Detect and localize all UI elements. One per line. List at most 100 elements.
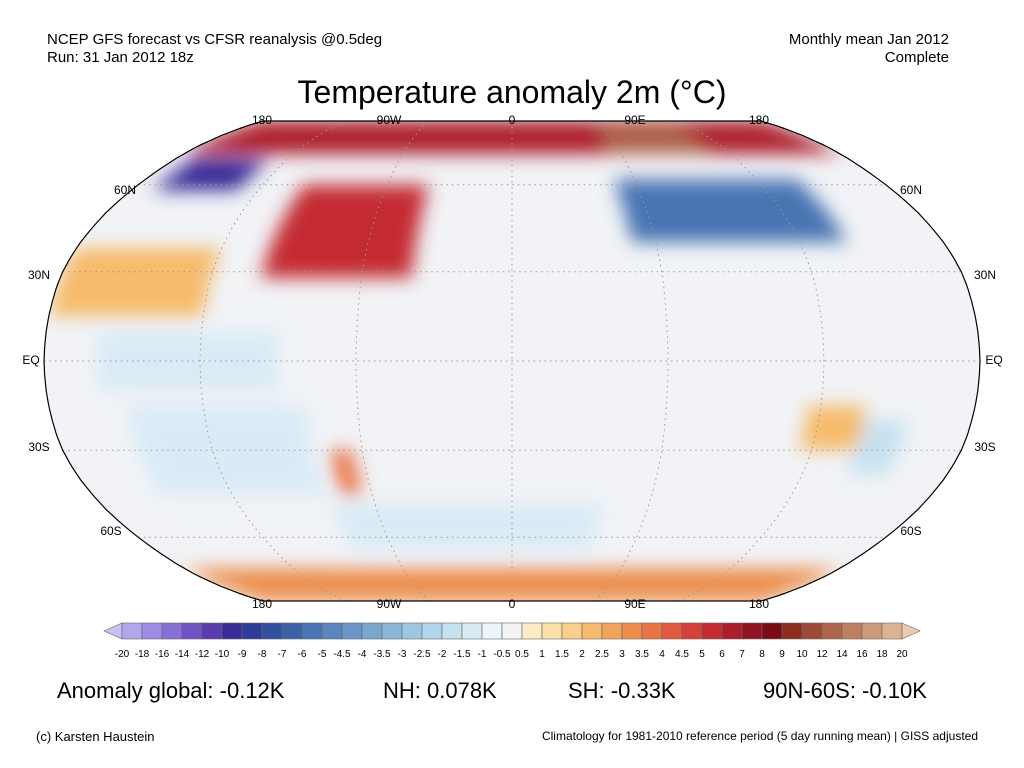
colorbar-tick-label: 8 [759,649,765,660]
stat-nh: NH: 0.078K [383,678,497,703]
colorbar-tick-label: 6 [719,649,725,660]
colorbar-swatch [881,622,903,640]
colorbar-swatch [361,622,383,640]
colorbar-arrow-min [103,622,123,640]
colorbar-swatch [141,622,163,640]
meridian-gridline [199,121,347,601]
colorbar-swatch [721,622,743,640]
colorbar-tick-label: -1.5 [453,649,471,660]
colorbar-swatch [221,622,243,640]
colorbar-tick-label: 16 [856,649,868,660]
colorbar-swatch [581,622,603,640]
colorbar-tick-label: 5 [699,649,705,660]
colorbar-tick-label: 12 [816,649,828,660]
lon-label-top: 180 [749,113,769,127]
colorbar-tick-label: 3.5 [635,649,649,660]
anomaly-region-patagonia-warm [329,450,363,495]
colorbar-tick-label: 2.5 [595,649,609,660]
lat-label-right: 30S [974,440,995,454]
colorbar-tick-label: 0.5 [515,649,529,660]
anomaly-region-south-pacific-cold [125,405,326,495]
colorbar-tick-label: -20 [115,649,130,660]
colorbar-tick-label: 10 [796,649,808,660]
colorbar-swatch [321,622,343,640]
copyright: (c) Karsten Haustein [36,729,155,744]
colorbar-tick-label: -16 [155,649,170,660]
colorbar-tick-label: 4 [659,649,665,660]
colorbar-tick-label: -0.5 [493,649,511,660]
colorbar-tick-label: 4.5 [675,649,689,660]
anomaly-region-alaska-cold [152,158,270,191]
colorbar-swatch [501,622,523,640]
lat-label-right: 30N [974,268,996,282]
colorbar-swatch [821,622,843,640]
stat-global: Anomaly global: -0.12K [57,678,285,703]
colorbar-tick-label: -4 [358,649,367,660]
colorbar-tick-label: -4.5 [333,649,351,660]
colorbar-swatch [801,622,823,640]
map-title: Temperature anomaly 2m (°C) [297,74,727,110]
colorbar-swatch [261,622,283,640]
colorbar-tick-label: -14 [175,649,190,660]
colorbar-swatch [561,622,583,640]
colorbar-swatch [661,622,683,640]
colorbar-tick-label: -1 [478,649,487,660]
colorbar-swatch [701,622,723,640]
colorbar-swatch [481,622,503,640]
anomaly-region-central-asia-cold [613,179,848,242]
anomaly-region-east-australia-cold [845,420,908,475]
colorbar-arrow-max [901,622,921,640]
colorbar-swatch [601,622,623,640]
colorbar-swatch [841,622,863,640]
lon-label-bottom: 90E [624,597,645,611]
colorbar-tick-label: -3.5 [373,649,391,660]
anomaly-region-eastern-north-america-warm [261,184,429,278]
colorbar-swatch [621,622,643,640]
lat-label-right: 60S [900,524,921,538]
colorbar-tick-label: -8 [258,649,267,660]
climatology-note: Climatology for 1981-2010 reference peri… [541,729,978,743]
lat-label-right: 60N [900,183,922,197]
colorbar-swatch [401,622,423,640]
colorbar-swatch [781,622,803,640]
colorbar-tick-label: -9 [238,649,247,660]
colorbar-tick-label: 14 [836,649,848,660]
colorbar-swatch [461,622,483,640]
lat-label-left: 30S [28,440,49,454]
lat-label-right: EQ [985,353,1002,367]
anomaly-region-siberia-warm [595,128,713,154]
colorbar-tick-label: -6 [298,649,307,660]
stat-90n-60s: 90N-60S: -0.10K [763,678,927,703]
colorbar-tick-label: 18 [876,649,888,660]
colorbar-tick-label: 1 [539,649,545,660]
anomaly-region-antarctic-warm [184,568,840,601]
run-timestamp: Run: 31 Jan 2012 18z [47,49,194,66]
lat-label-left: 60S [100,524,121,538]
colorbar-swatch [421,622,443,640]
lon-label-bottom: 180 [252,597,272,611]
period-label: Monthly mean Jan 2012 [788,31,949,48]
globe-outline [43,120,981,602]
lat-label-left: EQ [22,353,39,367]
lat-label-left: 30N [28,268,50,282]
lat-label-left: 60N [114,183,136,197]
colorbar-tick-label: -12 [195,649,210,660]
colorbar-tick-label: -2.5 [413,649,431,660]
colorbar-swatch [161,622,183,640]
colorbar-swatch [741,622,763,640]
anomaly-map: 180 90W 0 90E 180 180 90W 0 90E 180 60N 30N EQ 30S 6… [22,113,1002,611]
colorbar-swatch [681,622,703,640]
lon-label-bottom: 0 [509,597,516,611]
statistics-row: Anomaly global: -0.12K NH: 0.078K SH: -0… [0,678,1024,708]
lon-label-top: 180 [252,113,272,127]
meridian-gridline [677,121,825,601]
lon-label-top: 90W [377,113,402,127]
colorbar-swatch [201,622,223,640]
colorbar-tick-label: -3 [398,649,407,660]
anomaly-region-southern-ocean-cold [329,503,604,551]
colorbar-swatch [341,622,363,640]
colorbar-tick-label: -18 [135,649,150,660]
colorbar-tick-label: -7 [278,649,287,660]
colorbar-tick-label: 9 [779,649,785,660]
colorbar-tick-label: 1.5 [555,649,569,660]
